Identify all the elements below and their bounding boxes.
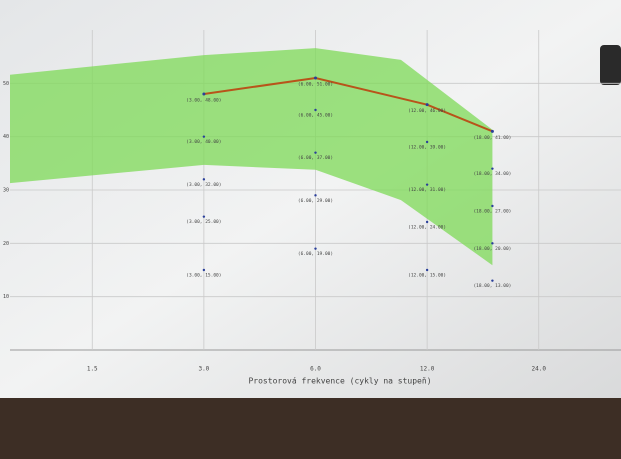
monitor-bezel [0,398,621,459]
point-label: (12.00, 24.00) [408,225,446,231]
x-tick-label: 6.0 [310,366,321,373]
point-label: (6.00, 19.00) [298,251,333,257]
point-label: (3.00, 32.00) [186,182,221,188]
point [426,183,428,185]
y-tick-label: 20 [3,241,9,247]
y-tick-label: 40 [3,134,9,140]
point-label: (12.00, 46.00) [408,108,446,114]
point-label: (18.00, 27.00) [473,209,511,215]
corner-icon [600,45,621,85]
point-label: (3.00, 48.00) [186,98,221,104]
line-point [491,130,494,133]
line-point [202,93,205,96]
point [491,242,493,244]
point-label: (12.00, 31.00) [408,187,446,193]
point-label: (12.00, 39.00) [408,145,446,151]
point-label: (6.00, 29.00) [298,198,333,204]
point-label: (3.00, 15.00) [186,273,221,279]
point-label: (6.00, 37.00) [298,155,333,161]
point-label: (18.00, 13.00) [473,283,511,289]
point-label: (12.00, 15.00) [408,273,446,279]
line-point [314,77,317,80]
point-label: (18.00, 41.00) [473,135,511,141]
x-tick-label: 12.0 [420,366,435,373]
page: Prostorová frekvence (cykly na stupeň) 1… [0,0,621,459]
point [491,279,493,281]
point-label: (3.00, 25.00) [186,219,221,225]
point-label: (18.00, 20.00) [473,246,511,252]
point-label: (6.00, 51.00) [298,82,333,88]
point [314,151,316,153]
line-point [426,103,429,106]
x-tick-label: 24.0 [532,366,547,373]
y-tick-label: 30 [3,188,9,194]
point [491,167,493,169]
point [203,215,205,217]
point [203,135,205,137]
y-tick-label: 50 [3,81,9,87]
x-axis-label: Prostorová frekvence (cykly na stupeň) [248,377,431,386]
point [314,194,316,196]
y-tick-label: 10 [3,294,9,300]
point-label: (18.00, 34.00) [473,171,511,177]
point [426,141,428,143]
chart: Prostorová frekvence (cykly na stupeň) 1… [0,0,621,459]
point [426,221,428,223]
point [203,269,205,271]
point [314,109,316,111]
point [203,178,205,180]
x-tick-label: 1.5 [87,366,98,373]
point [314,247,316,249]
point-label: (3.00, 40.00) [186,139,221,145]
point [491,205,493,207]
x-tick-label: 3.0 [198,366,209,373]
point-label: (6.00, 45.00) [298,113,333,119]
point [426,269,428,271]
